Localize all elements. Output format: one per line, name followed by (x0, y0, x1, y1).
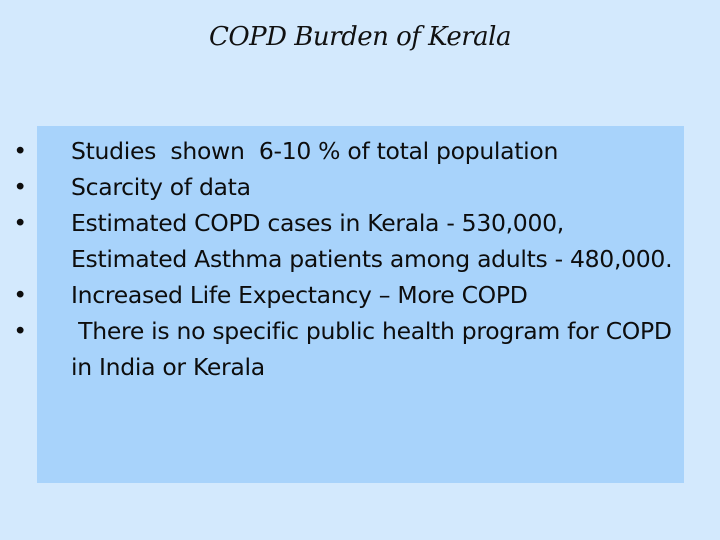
bullet-icon: • (13, 281, 27, 309)
bullet-item-estimates: • Estimated COPD cases in Kerala - 530,0… (13, 205, 684, 277)
bullet-item-no-program: • There is no specific public health pro… (13, 313, 684, 385)
bullet-text: Studies shown 6-10 % of total population (71, 137, 559, 165)
bullet-list: • Studies shown 6-10 % of total populati… (13, 133, 684, 385)
bullet-text: There is no specific public health progr… (71, 317, 679, 381)
bullet-icon: • (13, 137, 27, 165)
bullet-item-scarcity: • Scarcity of data (13, 169, 684, 205)
bullet-text: Estimated COPD cases in Kerala - 530,000… (71, 209, 673, 273)
bullet-item-studies: • Studies shown 6-10 % of total populati… (13, 133, 684, 169)
bullet-icon: • (13, 173, 27, 201)
content-box: • Studies shown 6-10 % of total populati… (13, 126, 684, 483)
bullet-icon: • (13, 317, 27, 345)
slide-title: COPD Burden of Kerala (208, 22, 512, 52)
bullet-item-life-expectancy: • Increased Life Expectancy – More COPD (13, 277, 684, 313)
bullet-text: Scarcity of data (71, 173, 251, 201)
bullet-icon: • (13, 209, 27, 237)
bullet-text: Increased Life Expectancy – More COPD (71, 281, 528, 309)
